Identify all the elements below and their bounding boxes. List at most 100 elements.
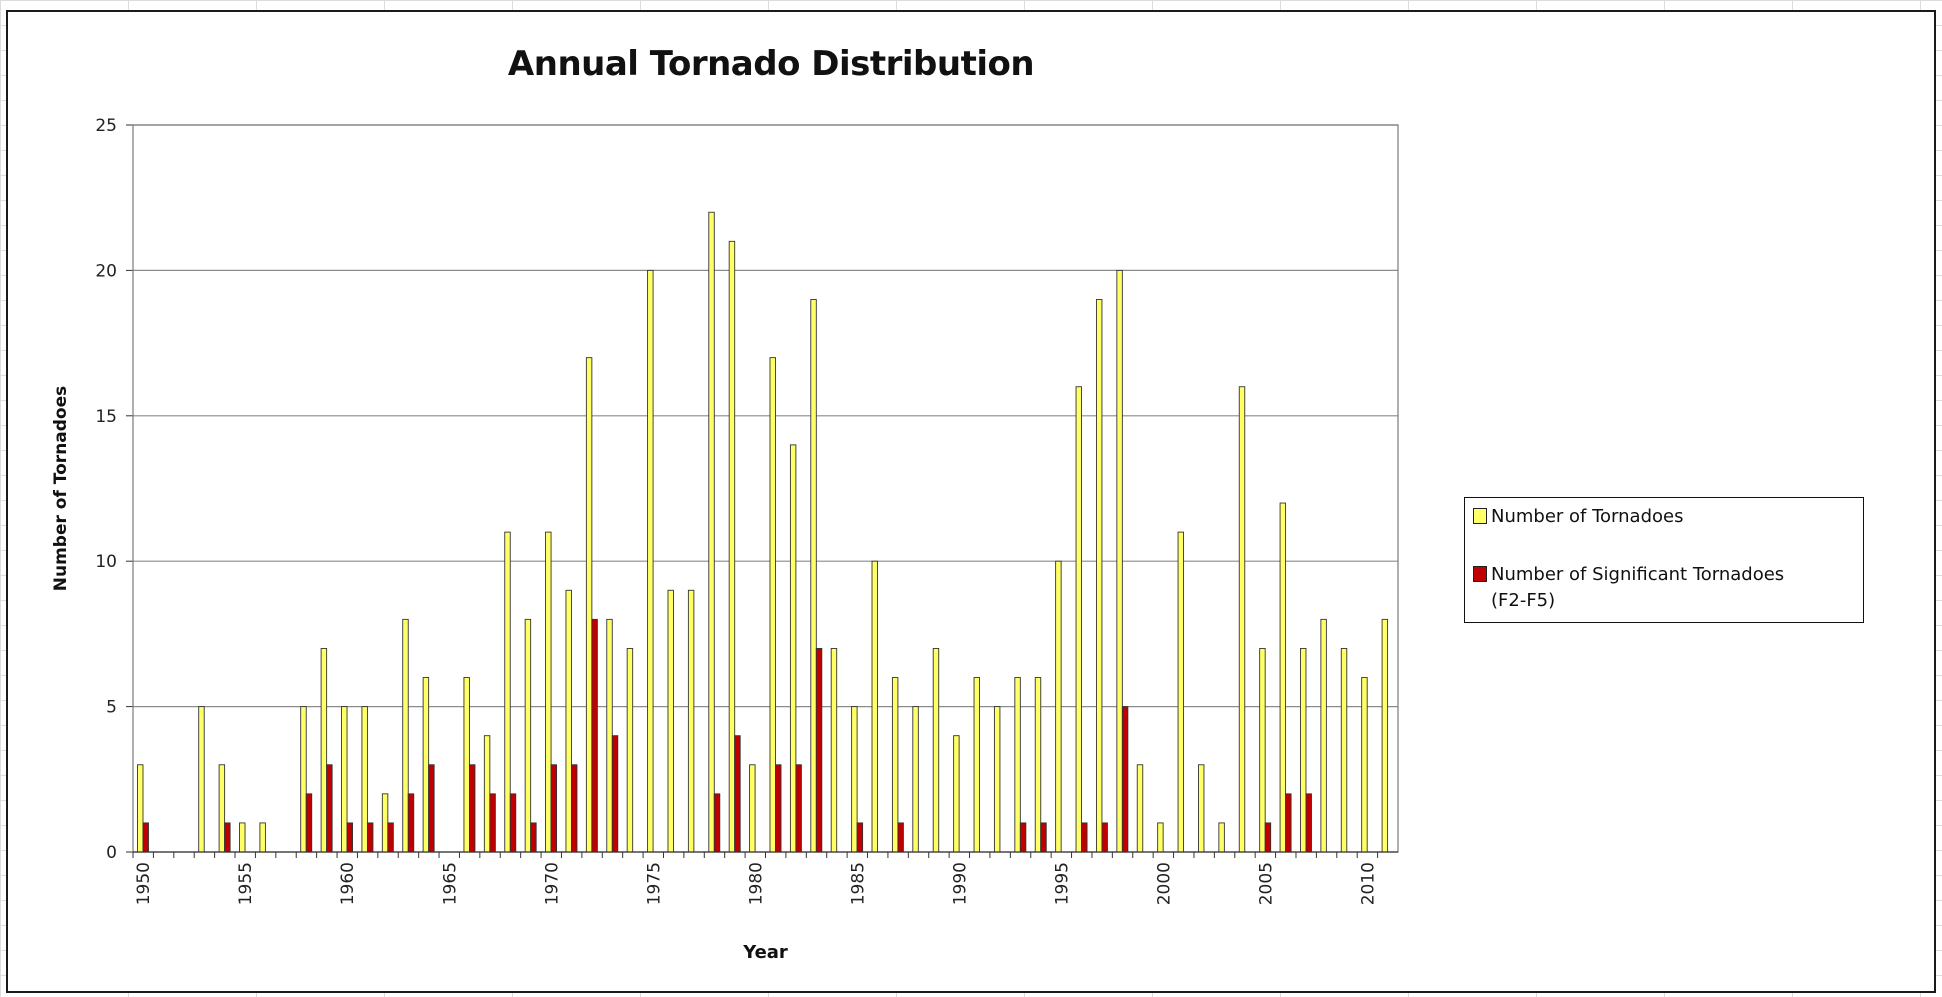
bar-tornadoes-2007 — [1300, 647, 1307, 853]
bar-significant-1967 — [489, 793, 496, 853]
bar-tornadoes-1998 — [1116, 269, 1123, 853]
chart-legend[interactable]: Number of Tornadoes Number of Significan… — [1464, 497, 1864, 623]
bar-tornadoes-1956 — [259, 822, 266, 853]
bar-tornadoes-1975 — [647, 269, 654, 853]
x-tick-label-1980: 1980 — [746, 862, 766, 905]
y-axis-title: Number of Tornadoes — [51, 386, 71, 592]
x-tick-label-1985: 1985 — [848, 862, 868, 905]
bar-tornadoes-1960 — [341, 706, 348, 853]
bar-tornadoes-1968 — [504, 531, 511, 853]
bar-significant-1959 — [326, 764, 333, 853]
bar-significant-1950 — [142, 822, 149, 853]
bar-significant-1996 — [1081, 822, 1088, 853]
bar-significant-1963 — [407, 793, 415, 853]
bar-significant-1997 — [1101, 822, 1108, 853]
bar-tornadoes-2005 — [1259, 647, 1266, 853]
bar-tornadoes-1954 — [218, 764, 226, 853]
bar-tornadoes-2006 — [1279, 502, 1287, 853]
bar-tornadoes-1970 — [545, 531, 552, 853]
bar-significant-1970 — [550, 764, 558, 853]
bar-tornadoes-2010 — [1361, 677, 1368, 853]
y-tick-label-5: 5 — [106, 698, 117, 718]
bar-tornadoes-1983 — [810, 299, 817, 853]
y-tick-label-20: 20 — [95, 261, 117, 281]
bar-tornadoes-1977 — [687, 589, 695, 853]
x-axis-title: Year — [742, 942, 788, 963]
y-tick-label-25: 25 — [95, 116, 117, 136]
legend-item-significant: Number of Significant Tornadoes (F2-F5) — [1473, 562, 1784, 614]
bar-tornadoes-1976 — [667, 589, 674, 853]
bar-significant-1972 — [591, 618, 598, 853]
bar-tornadoes-1972 — [585, 357, 593, 853]
bar-tornadoes-1955 — [239, 822, 246, 853]
bar-tornadoes-2004 — [1238, 386, 1246, 853]
legend-swatch-significant — [1473, 566, 1487, 582]
x-tick-label-1975: 1975 — [644, 862, 664, 905]
bar-significant-1969 — [530, 822, 537, 853]
bar-tornadoes-1993 — [1014, 677, 1021, 853]
bar-tornadoes-1980 — [749, 764, 756, 853]
x-tick-label-1965: 1965 — [440, 862, 460, 905]
bar-significant-1960 — [346, 822, 353, 853]
bar-significant-1964 — [428, 764, 435, 853]
bar-significant-1982 — [795, 764, 802, 853]
bar-tornadoes-2000 — [1157, 822, 1164, 853]
bar-tornadoes-1999 — [1136, 764, 1144, 853]
bar-significant-1954 — [224, 822, 231, 853]
bar-tornadoes-1971 — [565, 589, 572, 853]
y-tick-label-10: 10 — [95, 552, 117, 572]
bar-tornadoes-1966 — [463, 677, 470, 853]
bar-tornadoes-1958 — [300, 706, 307, 853]
y-tick-label-0: 0 — [106, 843, 117, 863]
legend-item-tornadoes: Number of Tornadoes — [1473, 504, 1683, 530]
bar-significant-1981 — [775, 764, 782, 853]
bar-significant-1961 — [366, 822, 374, 853]
bar-tornadoes-1985 — [851, 706, 858, 853]
bar-significant-1983 — [815, 647, 823, 853]
x-tick-label-2010: 2010 — [1358, 862, 1378, 905]
bar-tornadoes-1962 — [381, 793, 389, 853]
bar-tornadoes-1953 — [198, 706, 205, 853]
bar-tornadoes-1961 — [361, 706, 368, 853]
legend-label-tornadoes: Number of Tornadoes — [1491, 506, 1684, 527]
bar-tornadoes-1981 — [769, 357, 776, 853]
bar-tornadoes-1974 — [626, 647, 634, 853]
bar-significant-1978 — [713, 793, 721, 853]
bar-significant-1966 — [468, 764, 476, 853]
x-tick-label-1950: 1950 — [134, 862, 154, 905]
bar-significant-1987 — [897, 822, 904, 853]
legend-swatch-tornadoes — [1473, 508, 1487, 524]
bar-tornadoes-1988 — [912, 706, 919, 853]
bar-tornadoes-1997 — [1095, 299, 1103, 853]
bar-tornadoes-1990 — [953, 735, 960, 853]
bar-tornadoes-2001 — [1177, 531, 1185, 853]
bar-tornadoes-1978 — [708, 211, 715, 853]
bar-significant-1971 — [571, 764, 578, 853]
bar-tornadoes-1967 — [483, 735, 491, 853]
x-tick-label-1960: 1960 — [338, 862, 358, 905]
x-tick-label-1955: 1955 — [236, 862, 256, 905]
bar-tornadoes-2002 — [1198, 764, 1205, 853]
y-tick-label-15: 15 — [95, 407, 117, 427]
bar-tornadoes-1989 — [932, 647, 940, 853]
bar-tornadoes-1982 — [789, 444, 797, 853]
bar-tornadoes-1979 — [728, 240, 736, 853]
bar-tornadoes-1964 — [422, 677, 430, 853]
bar-tornadoes-1995 — [1055, 560, 1062, 853]
chart-title: Annual Tornado Distribution — [507, 44, 1035, 84]
bar-tornadoes-1984 — [830, 647, 838, 853]
bar-tornadoes-1969 — [524, 618, 532, 853]
bar-significant-2007 — [1305, 793, 1312, 853]
bar-significant-1979 — [734, 735, 741, 853]
bar-tornadoes-1987 — [891, 677, 899, 853]
bar-tornadoes-1996 — [1075, 386, 1082, 853]
bar-significant-1985 — [856, 822, 864, 853]
bar-tornadoes-1986 — [871, 560, 878, 853]
bar-significant-2005 — [1264, 822, 1272, 853]
bar-tornadoes-1963 — [402, 618, 409, 853]
bar-significant-1973 — [611, 735, 619, 853]
bar-significant-1993 — [1019, 822, 1027, 853]
bar-tornadoes-2009 — [1340, 647, 1348, 853]
bar-tornadoes-1973 — [606, 618, 613, 853]
